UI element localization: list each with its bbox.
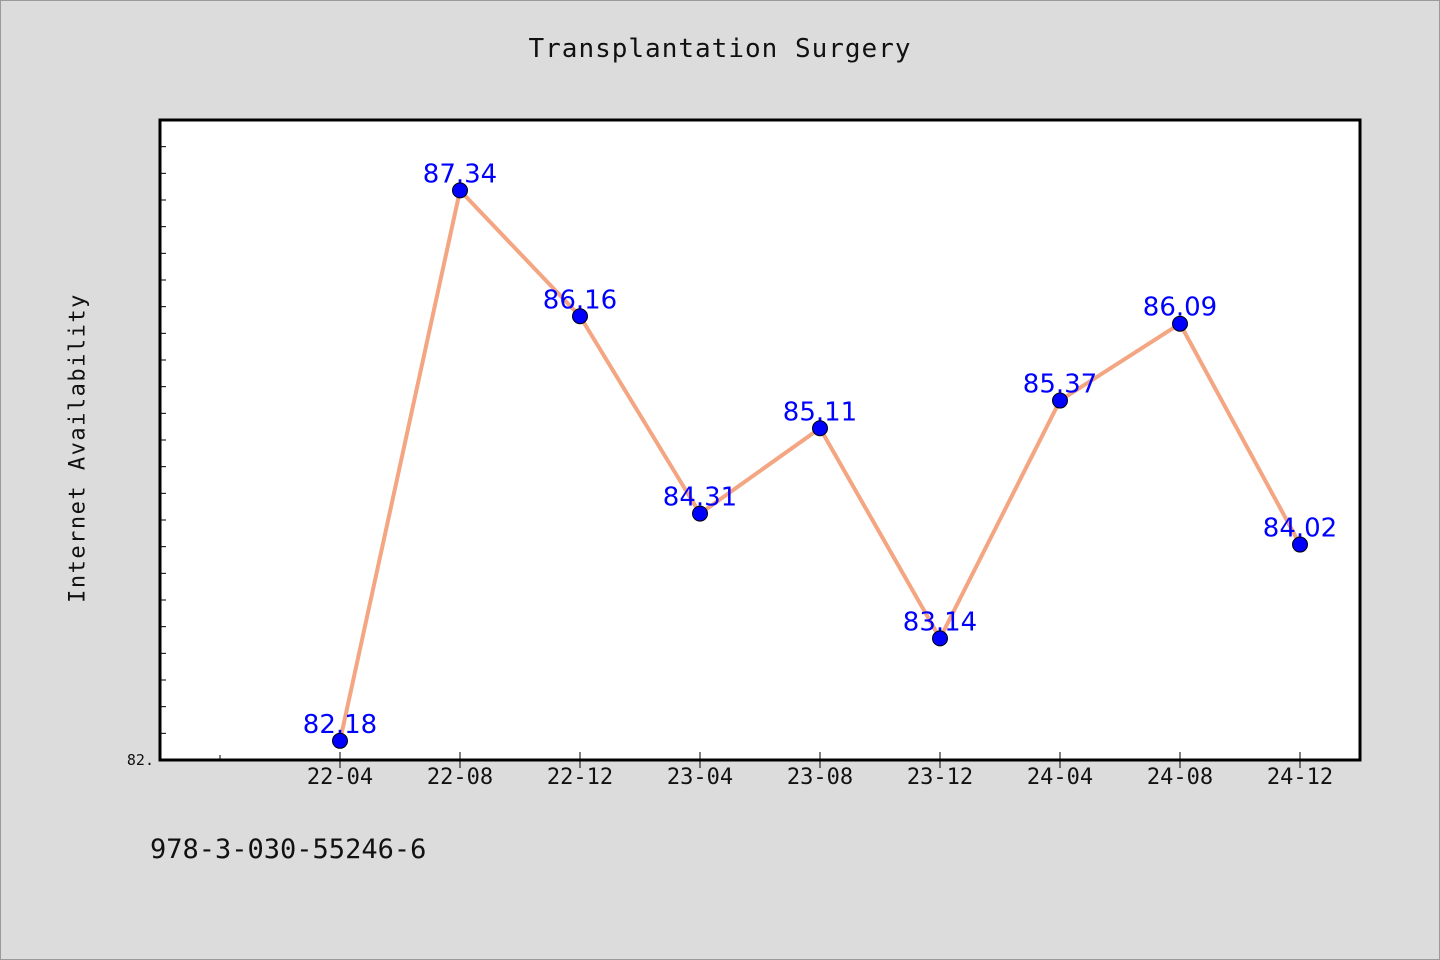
- data-point: [452, 182, 468, 199]
- data-label: 85.11: [783, 397, 857, 427]
- data-label: 83.14: [903, 607, 977, 637]
- data-point: [692, 505, 708, 522]
- data-label: 87.34: [423, 159, 497, 189]
- data-point: [572, 308, 588, 325]
- x-tick-label: 24-08: [1147, 765, 1213, 790]
- plot-border: [158, 118, 1362, 762]
- data-point: [1292, 536, 1308, 553]
- x-tick-label: 22-08: [427, 765, 493, 790]
- plot-area: [160, 120, 1360, 760]
- x-tick-label: 23-12: [907, 765, 973, 790]
- x-tick-label: 24-04: [1027, 765, 1093, 790]
- data-label: 86.16: [543, 285, 617, 315]
- data-label: 86.09: [1143, 293, 1217, 323]
- data-point: [332, 732, 348, 749]
- x-tick-label: 22-12: [547, 765, 613, 790]
- x-tick-label: 22-04: [307, 765, 373, 790]
- data-label: 84.02: [1263, 514, 1337, 544]
- y-tick-label: 82.: [127, 751, 154, 769]
- data-point: [932, 630, 948, 647]
- data-point: [812, 420, 828, 437]
- data-label: 84.31: [663, 483, 737, 513]
- data-point: [1172, 315, 1188, 332]
- chart-title: Transplantation Surgery: [528, 34, 912, 64]
- x-tick-label: 24-12: [1267, 765, 1333, 790]
- x-tick-label: 23-08: [787, 765, 853, 790]
- data-label: 85.37: [1023, 370, 1097, 400]
- data-label: 82.18: [303, 710, 377, 740]
- footer-code: 978-3-030-55246-6: [150, 834, 427, 865]
- data-point: [1052, 392, 1068, 409]
- x-tick-label: 23-04: [667, 765, 733, 790]
